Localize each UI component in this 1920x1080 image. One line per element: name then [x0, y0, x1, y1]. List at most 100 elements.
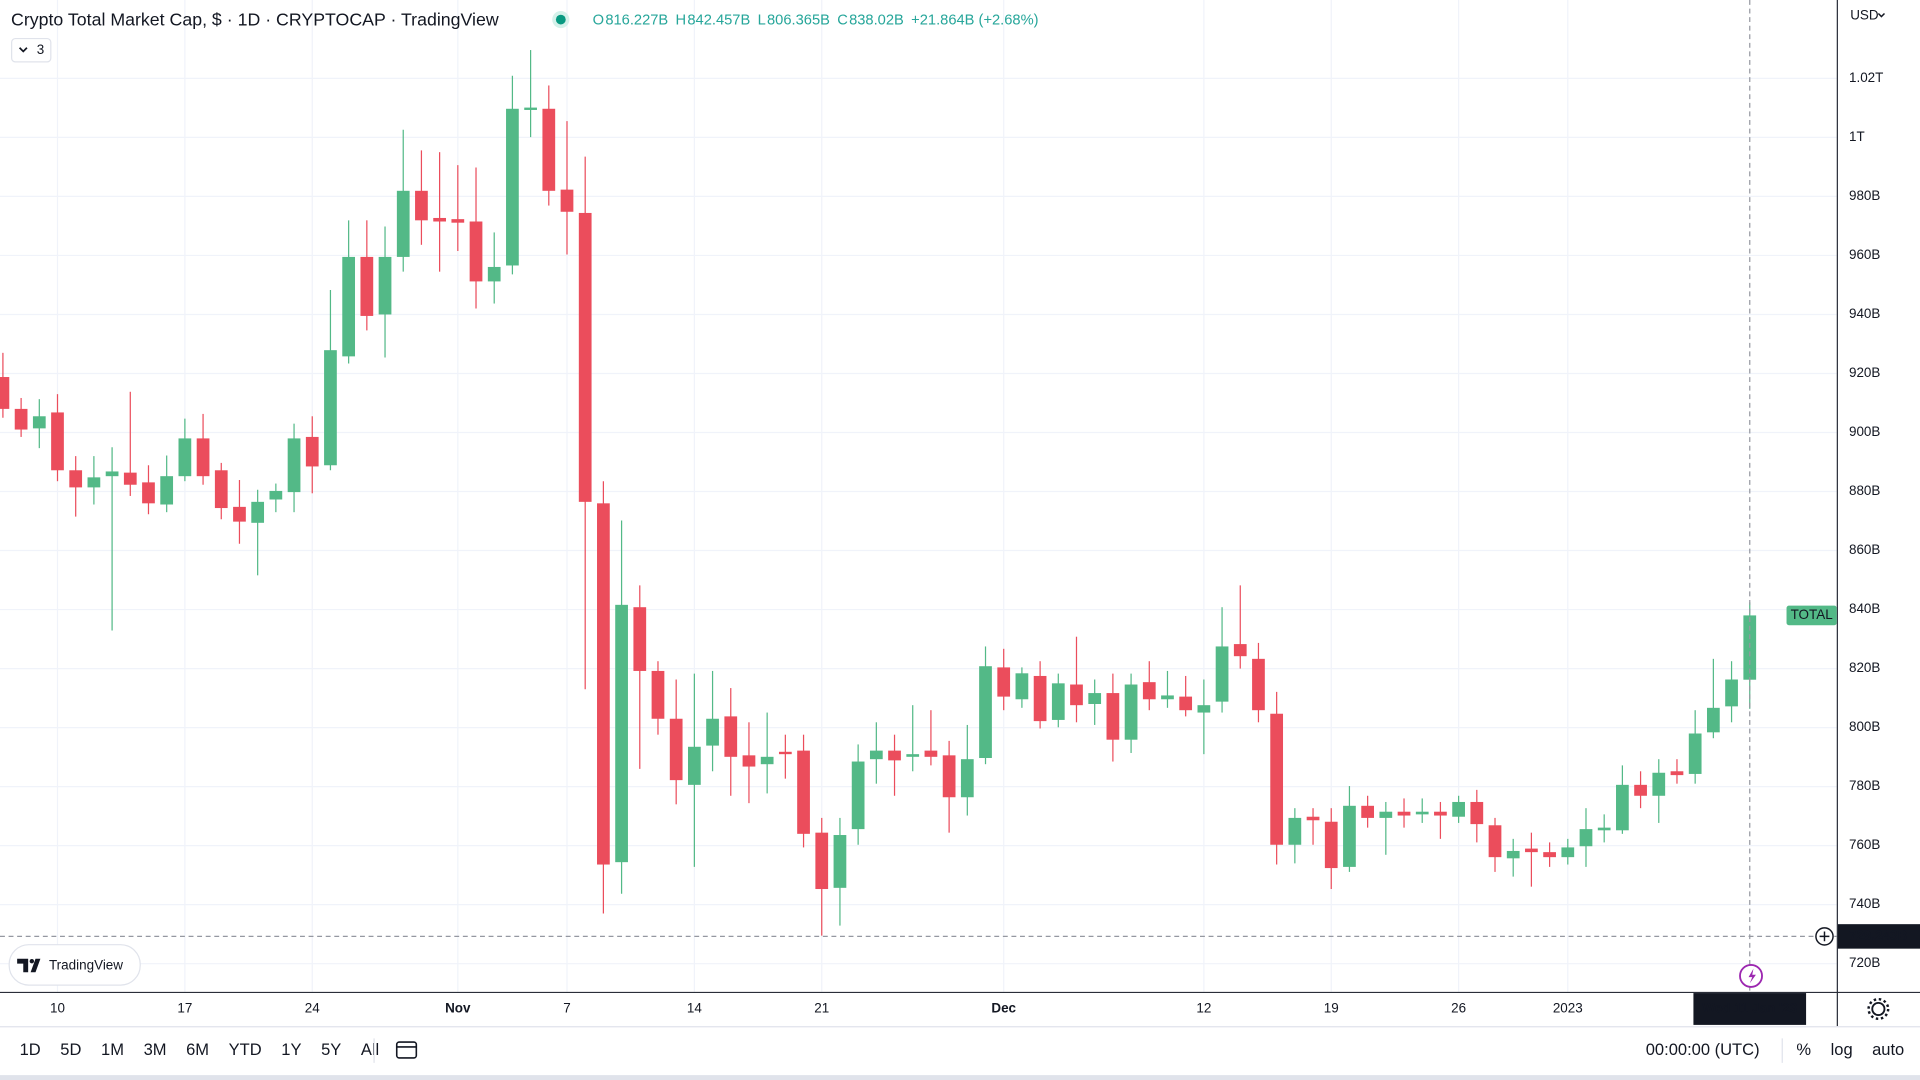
candle-body [305, 436, 319, 467]
candle-body [105, 471, 119, 477]
x-tick-label: Nov [445, 1001, 471, 1016]
candle-body [1033, 675, 1047, 722]
legend-key: C [837, 13, 848, 29]
x-tick-label: 26 [1451, 1001, 1466, 1016]
event-bolt [1748, 968, 1756, 984]
indicator-toggle[interactable] [11, 37, 52, 63]
candle-body [597, 503, 610, 865]
candle-body [942, 755, 956, 798]
range-button[interactable]: 1M [101, 1040, 124, 1059]
y-tick-label: 820B [1849, 660, 1880, 675]
candle-body [1343, 805, 1356, 867]
candle-body [1233, 644, 1247, 657]
range-button[interactable]: YTD [229, 1040, 262, 1059]
x-tick-label: 7 [563, 1001, 570, 1016]
legend-key: O [593, 13, 604, 29]
overlay: TOTAL 729.243B Wed 11 Jan '23 [0, 0, 1920, 1025]
y-tick-label: 840B [1849, 601, 1880, 616]
candle-body [451, 219, 465, 223]
range-button[interactable]: All [361, 1040, 379, 1059]
candle-body [1379, 811, 1393, 818]
candle-body [742, 755, 756, 767]
candle-body [160, 476, 174, 505]
y-tick-label: 940B [1849, 306, 1880, 321]
y-tick-label: 760B [1849, 837, 1880, 852]
candle-body [1161, 695, 1174, 700]
scale-option[interactable]: log [1831, 1040, 1853, 1059]
candle-body [123, 472, 137, 485]
x-tick-label: 19 [1324, 1001, 1339, 1016]
candle-body [1088, 693, 1102, 704]
candle-body [506, 108, 519, 266]
bottom-strip [0, 1075, 1920, 1080]
currency-chevron [1877, 12, 1886, 18]
candle-body [633, 607, 647, 671]
currency[interactable]: USD [1850, 7, 1879, 22]
candle-body [1124, 684, 1138, 740]
candle-body [1652, 772, 1666, 796]
range-button[interactable]: 5Y [321, 1040, 341, 1059]
x-tick-label: Dec [991, 1001, 1016, 1016]
x-tick-label: 21 [814, 1001, 829, 1016]
scale-option[interactable]: auto [1872, 1040, 1904, 1059]
candle-body [1706, 707, 1720, 733]
candle-body [1215, 646, 1229, 702]
y-tick-label: 740B [1849, 896, 1880, 911]
y-tick-label: 780B [1849, 778, 1880, 793]
candle-body [360, 256, 374, 316]
candle-body [1306, 816, 1320, 821]
range-button[interactable]: 1D [20, 1040, 41, 1059]
y-tick-label: 860B [1849, 542, 1880, 557]
candle-body [1288, 817, 1302, 845]
candle-body [1324, 821, 1338, 869]
candle-body [415, 190, 428, 221]
scale-option[interactable]: % [1796, 1040, 1811, 1059]
candle-body [760, 756, 774, 765]
y-tick-label: 980B [1849, 188, 1880, 203]
candle-body [287, 438, 301, 493]
candle-body [615, 604, 628, 863]
timezone[interactable]: 00:00:00 (UTC) [1646, 1040, 1760, 1059]
candle-body [1179, 696, 1193, 711]
settings-icon[interactable] [1871, 1001, 1886, 1017]
legend-value: 816.227B [605, 13, 668, 29]
candle-body [1397, 811, 1411, 816]
legend-key: L [758, 13, 766, 29]
y-tick-label: 1.02T [1849, 70, 1883, 85]
candle-body [178, 438, 192, 477]
candle-body [1543, 852, 1556, 858]
range-button[interactable]: 5D [60, 1040, 81, 1059]
candle-body [1561, 847, 1575, 858]
candle-body [688, 746, 701, 785]
legend-value: 838.02B [849, 13, 904, 29]
candle-body [797, 750, 810, 834]
candle-body [469, 221, 483, 282]
candle-body [1688, 733, 1702, 774]
crosshair-y-label-box [1837, 924, 1920, 949]
candle-body [906, 754, 920, 757]
candle-body [1488, 825, 1502, 858]
watermark-box[interactable] [8, 944, 141, 986]
candle-body [32, 416, 46, 429]
price-tag [1786, 605, 1837, 626]
candle-body [196, 438, 210, 477]
candle-body [342, 256, 356, 357]
candle-body [1452, 801, 1465, 817]
candle-body [1270, 713, 1284, 845]
candle-body [888, 750, 901, 761]
legend-change: +21.864B (+2.68%) [911, 13, 1038, 29]
date-range-icon[interactable] [395, 1041, 418, 1059]
x-tick-label: 12 [1196, 1001, 1211, 1016]
range-button[interactable]: 3M [144, 1040, 167, 1059]
range-button[interactable]: 6M [186, 1040, 209, 1059]
candle-body [1051, 683, 1065, 720]
candle-body [1070, 684, 1083, 706]
range-button[interactable]: 1Y [281, 1040, 301, 1059]
candle-body [1361, 805, 1375, 818]
watermark-text: TradingView [49, 958, 123, 973]
candle-body [14, 408, 28, 430]
x-tick-label: 24 [305, 1001, 320, 1016]
candle-body [1670, 771, 1684, 776]
